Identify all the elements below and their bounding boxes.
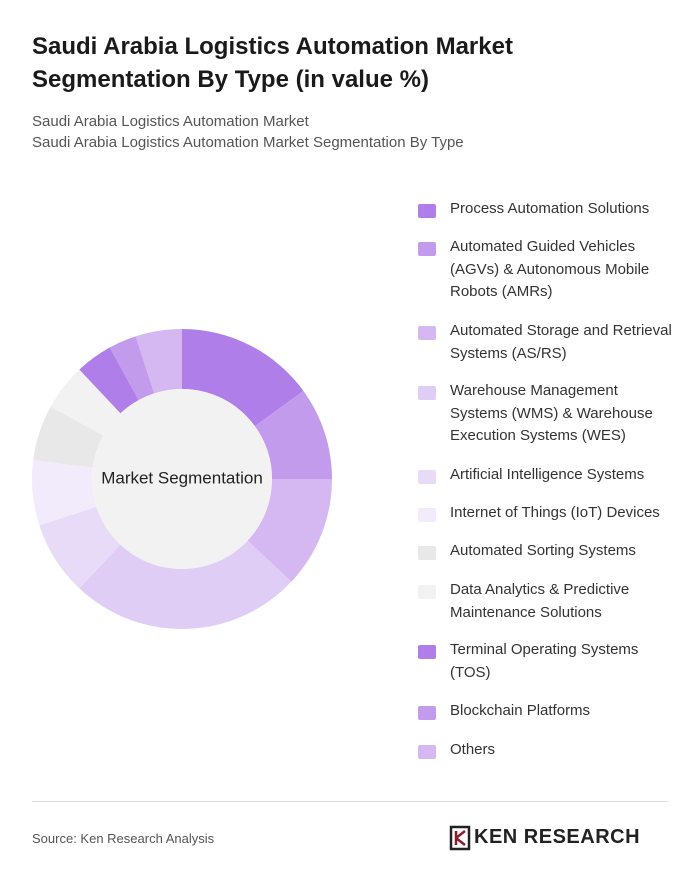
donut-segment xyxy=(79,540,292,629)
subtitle: Saudi Arabia Logistics Automation Market xyxy=(32,113,309,130)
legend-swatch xyxy=(418,386,436,400)
legend-swatch xyxy=(418,546,436,560)
source: Source: Ken Research Analysis xyxy=(32,831,215,846)
donut-segment xyxy=(247,479,332,582)
legend-label: Terminal Operating Systems (TOS) xyxy=(450,641,639,681)
donut-chart: Market Segmentation xyxy=(32,329,332,629)
legend-label: Others xyxy=(450,741,496,758)
legend-swatch xyxy=(418,204,436,218)
divider xyxy=(32,801,668,802)
donut-segment xyxy=(109,336,155,401)
legend-swatch xyxy=(418,508,436,522)
legend-swatch xyxy=(418,645,436,659)
legend-label: Automated Sorting Systems xyxy=(450,542,636,559)
brand-name: KEN RESEARCH xyxy=(474,826,641,848)
donut-segment xyxy=(39,506,121,589)
legend-label: Warehouse Management Systems (WMS) & War… xyxy=(450,382,653,444)
legend-label: Internet of Things (IoT) Devices xyxy=(450,504,660,521)
legend-swatch xyxy=(418,242,436,256)
donut-segment xyxy=(32,460,97,526)
legend-label: Artificial Intelligence Systems xyxy=(450,466,645,483)
chart-title: Saudi Arabia Logistics Automation Market… xyxy=(32,33,513,93)
legend-label: Data Analytics & Predictive Maintenance … xyxy=(450,581,630,621)
donut-segment xyxy=(182,329,304,427)
legend-label: Blockchain Platforms xyxy=(450,702,591,719)
legend-label: Automated Guided Vehicles (AGVs) & Auton… xyxy=(450,238,650,300)
subtitle: Saudi Arabia Logistics Automation Market… xyxy=(32,134,464,151)
donut-segment xyxy=(50,369,121,436)
legend-label: Process Automation Solutions xyxy=(450,200,650,217)
legend-swatch xyxy=(418,470,436,484)
center-label: Market Segmentation xyxy=(101,468,263,487)
donut-hole xyxy=(92,389,272,569)
donut-segment xyxy=(33,406,104,468)
donut-segment xyxy=(254,390,332,479)
legend-label: Automated Storage and Retrieval Systems … xyxy=(450,322,672,362)
legend-swatch xyxy=(418,585,436,599)
logo-icon xyxy=(449,825,471,851)
legend-swatch xyxy=(418,745,436,759)
donut-segment xyxy=(135,329,182,394)
donut-segment xyxy=(79,347,139,414)
legend-swatch xyxy=(418,706,436,720)
legend-swatch xyxy=(418,326,436,340)
